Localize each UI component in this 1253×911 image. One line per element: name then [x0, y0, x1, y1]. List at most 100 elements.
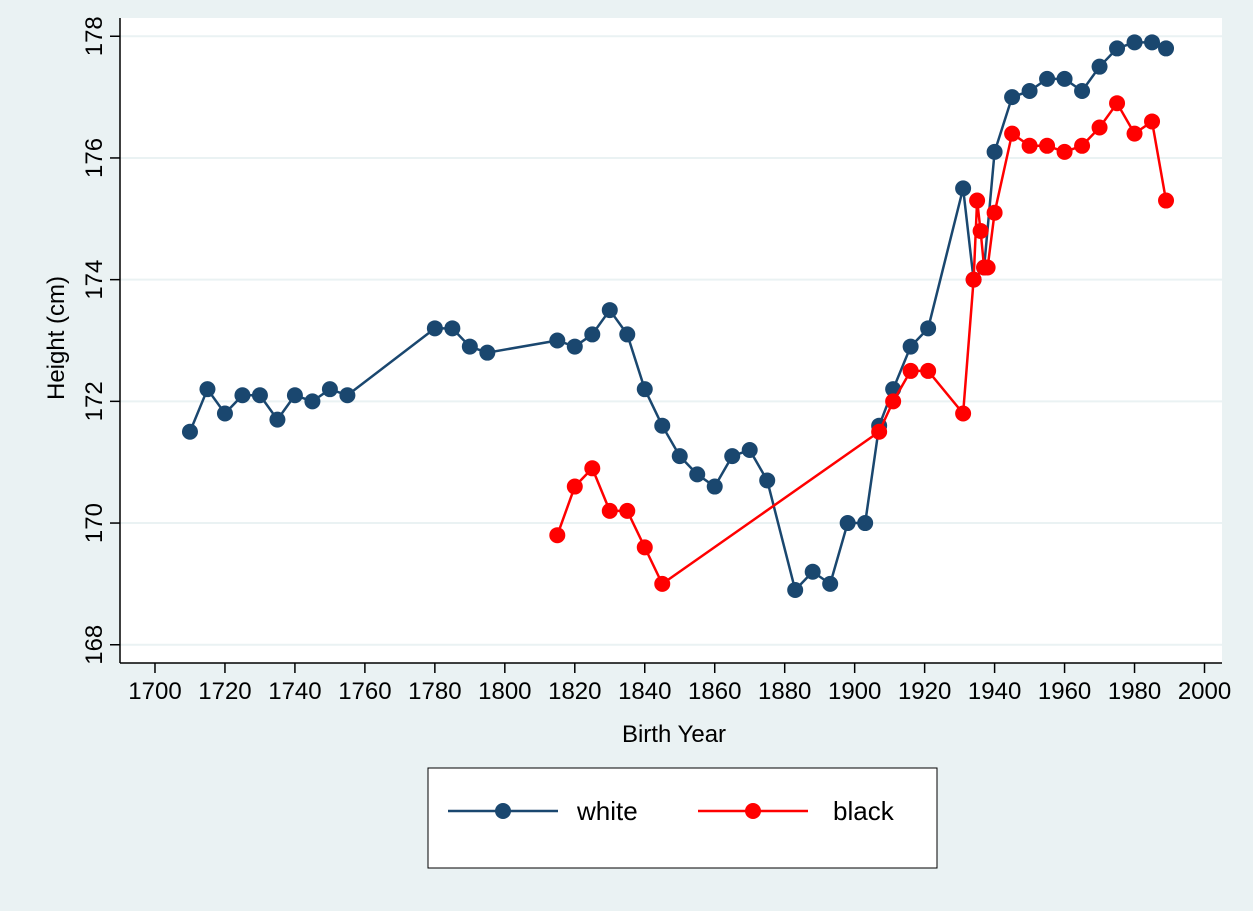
- data-point-white: [251, 387, 268, 404]
- y-axis-title: Height (cm): [43, 276, 70, 400]
- data-point-white: [304, 393, 321, 410]
- data-point-white: [1109, 40, 1126, 57]
- data-point-white: [461, 338, 478, 355]
- data-point-white: [181, 423, 198, 440]
- x-tick-label: 1860: [688, 678, 741, 705]
- data-point-white: [1074, 83, 1091, 100]
- data-point-white: [857, 515, 874, 532]
- data-point-white: [199, 381, 216, 398]
- data-point-black: [1126, 125, 1143, 142]
- series-group: [181, 34, 1175, 598]
- data-point-white: [321, 381, 338, 398]
- data-point-white: [804, 563, 821, 580]
- data-point-white: [234, 387, 251, 404]
- y-tick-label: 170: [81, 503, 108, 543]
- data-point-white: [1021, 83, 1038, 100]
- data-point-white: [619, 326, 636, 343]
- data-point-white: [339, 387, 356, 404]
- x-tick-label: 1740: [268, 678, 321, 705]
- x-tick-label: 1880: [758, 678, 811, 705]
- data-point-white: [1004, 89, 1021, 106]
- data-point-black: [566, 478, 583, 495]
- data-point-black: [619, 502, 636, 519]
- data-point-white: [479, 344, 496, 361]
- data-point-white: [601, 302, 618, 319]
- x-ticks: 1700 1720 1740 1760 1780 1800 1820 1840 1860 1880…: [128, 663, 1231, 705]
- gridlines: [120, 35, 1222, 646]
- data-point-white: [269, 411, 286, 428]
- y-tick-label: 176: [81, 138, 108, 178]
- x-tick-label: 1700: [128, 678, 181, 705]
- x-tick-label: 1720: [198, 678, 251, 705]
- data-point-black: [1004, 125, 1021, 142]
- x-tick-label: 2000: [1178, 678, 1231, 705]
- data-point-black: [955, 405, 972, 422]
- legend-black-marker: [745, 803, 761, 819]
- data-point-white: [839, 515, 856, 532]
- x-tick-label: 1940: [968, 678, 1021, 705]
- legend: white black: [427, 767, 938, 869]
- data-point-white: [787, 581, 804, 598]
- x-tick-label: 1980: [1108, 678, 1161, 705]
- data-point-black: [601, 502, 618, 519]
- data-point-black: [986, 204, 1003, 221]
- x-tick-label: 1920: [898, 678, 951, 705]
- series-line-black: [556, 101, 1168, 586]
- data-point-white: [654, 417, 671, 434]
- data-point-white: [566, 338, 583, 355]
- data-point-black: [972, 222, 989, 239]
- data-point-white: [444, 320, 461, 337]
- data-point-black: [584, 460, 601, 477]
- data-point-black: [654, 575, 671, 592]
- data-point-black: [1074, 137, 1091, 154]
- x-tick-label: 1820: [548, 678, 601, 705]
- y-tick-label: 178: [81, 16, 108, 56]
- data-point-white: [724, 448, 741, 465]
- data-point-white: [216, 405, 233, 422]
- data-point-black: [1091, 119, 1108, 136]
- y-tick-label: 168: [81, 625, 108, 665]
- data-point-black: [871, 423, 888, 440]
- data-point-black: [979, 259, 996, 276]
- data-point-white: [549, 332, 566, 349]
- data-point-white: [1126, 34, 1143, 51]
- data-point-white: [1056, 70, 1073, 87]
- data-point-white: [1039, 70, 1056, 87]
- data-point-white: [426, 320, 443, 337]
- data-point-white: [584, 326, 601, 343]
- data-point-black: [969, 192, 986, 209]
- data-point-white: [1158, 40, 1175, 57]
- legend-white-label: white: [576, 796, 638, 826]
- x-tick-label: 1840: [618, 678, 671, 705]
- data-point-white: [741, 442, 758, 459]
- data-point-white: [759, 472, 776, 489]
- y-ticks: 168 170 172 174 176 178: [81, 16, 120, 665]
- data-point-black: [1109, 95, 1126, 112]
- data-point-white: [689, 466, 706, 483]
- y-tick-label: 172: [81, 381, 108, 421]
- data-point-black: [636, 539, 653, 556]
- data-point-white: [920, 320, 937, 337]
- data-point-black: [1039, 137, 1056, 154]
- data-point-black: [885, 393, 902, 410]
- data-point-black: [1158, 192, 1175, 209]
- x-tick-label: 1960: [1038, 678, 1091, 705]
- data-point-white: [986, 143, 1003, 160]
- data-point-black: [1056, 143, 1073, 160]
- plot-area: [120, 18, 1222, 663]
- x-tick-label: 1900: [828, 678, 881, 705]
- x-tick-label: 1800: [478, 678, 531, 705]
- data-point-white: [822, 575, 839, 592]
- data-point-black: [549, 527, 566, 544]
- data-point-white: [286, 387, 303, 404]
- data-point-white: [671, 448, 688, 465]
- data-point-white: [1144, 34, 1161, 51]
- data-point-black: [1144, 113, 1161, 130]
- data-point-white: [706, 478, 723, 495]
- data-point-black: [902, 362, 919, 379]
- data-point-black: [920, 362, 937, 379]
- data-point-white: [1091, 58, 1108, 75]
- data-point-white: [902, 338, 919, 355]
- legend-box: [427, 767, 938, 869]
